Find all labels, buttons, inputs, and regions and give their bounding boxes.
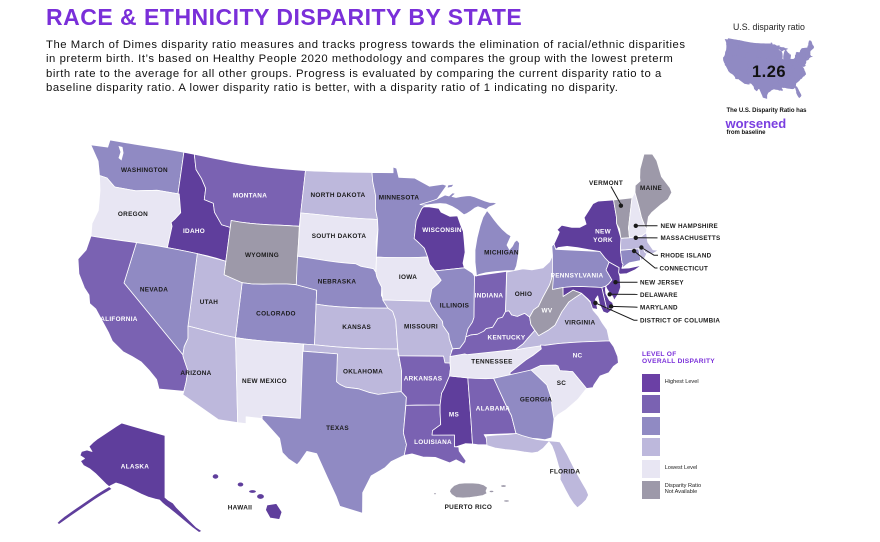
svg-text:VERMONT: VERMONT <box>589 180 623 187</box>
svg-text:KANSAS: KANSAS <box>342 324 371 331</box>
svg-text:UTAH: UTAH <box>200 299 219 306</box>
svg-text:WASHINGTON: WASHINGTON <box>121 167 168 174</box>
svg-text:PENNSYLVANIA: PENNSYLVANIA <box>551 272 604 279</box>
svg-text:LOUISIANA: LOUISIANA <box>414 439 452 446</box>
svg-text:SC: SC <box>557 380 567 387</box>
svg-text:WYOMING: WYOMING <box>245 252 279 259</box>
svg-text:ALASKA: ALASKA <box>121 463 150 470</box>
svg-text:WISCONSIN: WISCONSIN <box>422 227 462 234</box>
svg-text:HAWAII: HAWAII <box>228 504 253 511</box>
svg-text:NEW HAMPSHIRE: NEW HAMPSHIRE <box>661 223 718 230</box>
svg-text:COLORADO: COLORADO <box>256 310 296 317</box>
svg-text:NC: NC <box>573 352 583 359</box>
svg-text:SOUTH DAKOTA: SOUTH DAKOTA <box>312 233 367 240</box>
svg-text:MONTANA: MONTANA <box>233 192 267 199</box>
svg-text:NEW MEXICO: NEW MEXICO <box>242 378 287 385</box>
svg-text:OHIO: OHIO <box>515 291 533 298</box>
svg-text:GEORGIA: GEORGIA <box>520 396 552 403</box>
svg-text:IOWA: IOWA <box>399 274 417 281</box>
svg-text:VIRGINIA: VIRGINIA <box>565 319 596 326</box>
svg-text:MICHIGAN: MICHIGAN <box>484 249 519 256</box>
svg-text:TENNESSEE: TENNESSEE <box>471 358 513 365</box>
svg-text:INDIANA: INDIANA <box>475 293 504 300</box>
svg-text:PUERTO RICO: PUERTO RICO <box>445 504 493 511</box>
svg-text:DISTRICT OF COLUMBIA: DISTRICT OF COLUMBIA <box>640 318 720 325</box>
svg-text:MISSOURI: MISSOURI <box>404 324 438 331</box>
svg-text:NEW: NEW <box>595 228 611 235</box>
svg-text:MINNESOTA: MINNESOTA <box>379 195 420 202</box>
svg-text:MAINE: MAINE <box>640 185 663 192</box>
svg-text:CONNECTICUT: CONNECTICUT <box>660 265 709 272</box>
svg-text:CALIFORNIA: CALIFORNIA <box>95 316 137 323</box>
svg-text:OREGON: OREGON <box>118 211 148 218</box>
svg-text:MS: MS <box>449 411 460 418</box>
svg-text:MARYLAND: MARYLAND <box>640 305 678 312</box>
svg-text:WV: WV <box>542 307 553 314</box>
svg-text:DELAWARE: DELAWARE <box>640 292 678 299</box>
svg-text:KENTUCKY: KENTUCKY <box>488 334 526 341</box>
svg-text:ARIZONA: ARIZONA <box>180 370 211 377</box>
svg-text:YORK: YORK <box>593 237 613 244</box>
svg-text:OKLAHOMA: OKLAHOMA <box>343 369 383 376</box>
svg-text:TEXAS: TEXAS <box>326 425 349 432</box>
svg-text:NEBRASKA: NEBRASKA <box>318 278 357 285</box>
svg-text:NORTH DAKOTA: NORTH DAKOTA <box>311 192 366 199</box>
svg-text:ARKANSAS: ARKANSAS <box>404 375 443 382</box>
svg-text:ALABAMA: ALABAMA <box>476 406 510 413</box>
svg-text:NEVADA: NEVADA <box>140 286 168 293</box>
svg-text:MASSACHUSETTS: MASSACHUSETTS <box>661 235 721 242</box>
svg-text:IDAHO: IDAHO <box>183 228 205 235</box>
svg-text:FLORIDA: FLORIDA <box>550 468 581 475</box>
svg-text:NEW JERSEY: NEW JERSEY <box>640 280 684 287</box>
svg-text:ILLINOIS: ILLINOIS <box>440 302 470 309</box>
svg-text:RHODE ISLAND: RHODE ISLAND <box>661 253 712 260</box>
